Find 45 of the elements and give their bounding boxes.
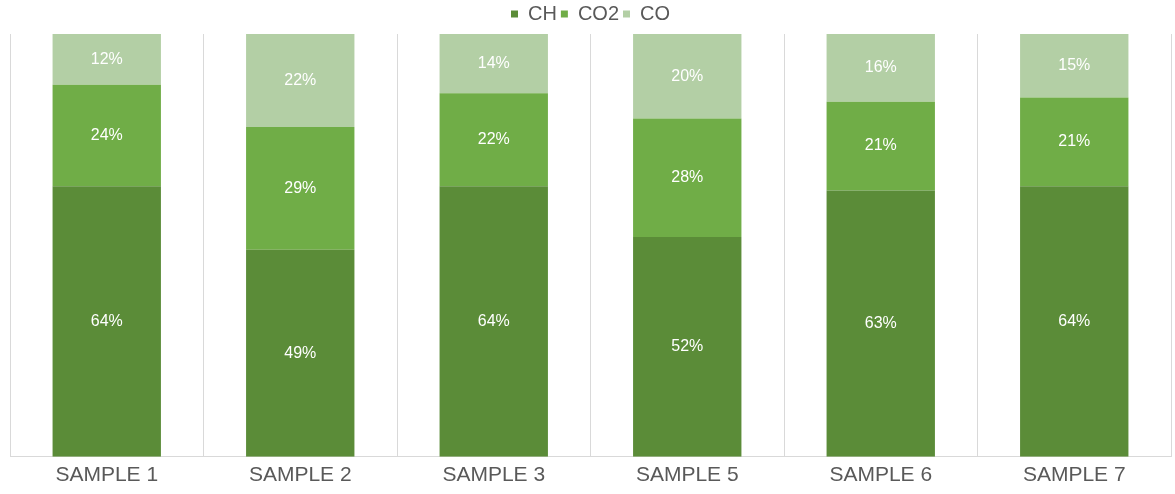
bar (439, 186, 548, 457)
data-label: 49% (284, 343, 317, 361)
data-label: 29% (284, 178, 317, 196)
data-label: 14% (477, 54, 510, 71)
data-label: 20% (671, 66, 704, 84)
legend-label: CO (640, 1, 670, 24)
legend-label: CH (528, 1, 557, 24)
legend-label: CO2 (577, 1, 620, 24)
data-label: 12% (90, 49, 123, 67)
data-label: 22% (284, 70, 317, 88)
bar (439, 93, 548, 187)
bar (246, 34, 355, 128)
bar (633, 34, 742, 119)
bar (246, 249, 355, 457)
data-label: 64% (1058, 311, 1091, 329)
bar (633, 118, 742, 237)
x-tick-label: SAMPLE 2 (248, 462, 352, 486)
bar (1020, 34, 1129, 98)
bar (439, 34, 548, 94)
bar (246, 127, 355, 250)
data-label: 64% (90, 311, 123, 329)
x-tick-label: SAMPLE 5 (635, 462, 739, 486)
bar (826, 34, 935, 102)
bar (1020, 97, 1129, 187)
bar (52, 186, 161, 457)
x-tick-label: SAMPLE 6 (829, 462, 933, 486)
data-label: 16% (864, 58, 897, 76)
x-tick-label: SAMPLE 3 (442, 462, 546, 486)
data-label: 21% (864, 136, 897, 154)
bar (52, 84, 161, 187)
bar (52, 34, 161, 85)
data-label: 28% (671, 168, 704, 186)
data-label: 15% (1058, 56, 1091, 74)
bar (633, 236, 742, 457)
data-label: 64% (477, 311, 510, 329)
bar (1020, 186, 1129, 457)
bar (826, 190, 935, 457)
data-label: 63% (864, 314, 897, 332)
data-label: 21% (1058, 132, 1091, 150)
data-label: 22% (477, 130, 510, 148)
x-tick-label: SAMPLE 1 (55, 462, 159, 486)
x-tick-label: SAMPLE 7 (1022, 462, 1126, 486)
data-label: 52% (671, 337, 704, 355)
bar (826, 101, 935, 191)
data-label: 24% (90, 125, 123, 143)
